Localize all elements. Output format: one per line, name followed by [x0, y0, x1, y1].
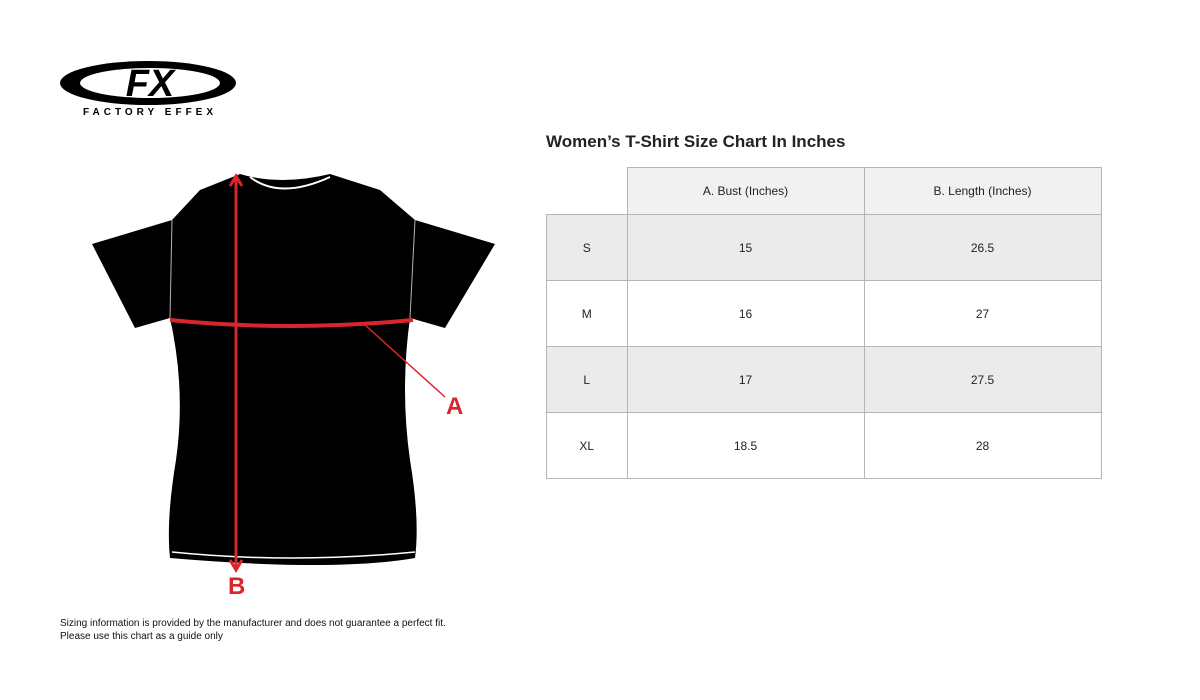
- table-row: S 15 26.5: [546, 214, 1102, 281]
- header-length: B. Length (Inches): [863, 167, 1102, 215]
- bust-cell: 15: [626, 214, 865, 281]
- length-cell: 27.5: [863, 346, 1102, 413]
- bust-measure-line: [169, 318, 414, 328]
- tshirt-diagram: A B: [92, 173, 495, 600]
- chart-title: Women’s T-Shirt Size Chart In Inches: [546, 132, 846, 151]
- bust-cell: 17: [626, 346, 865, 413]
- disclaimer: Sizing information is provided by the ma…: [60, 617, 446, 643]
- size-cell: L: [546, 346, 628, 413]
- table-row: L 17 27.5: [546, 346, 1102, 413]
- length-cell: 26.5: [863, 214, 1102, 281]
- disclaimer-line-1: Sizing information is provided by the ma…: [60, 618, 446, 629]
- header-bust: A. Bust (Inches): [626, 167, 865, 215]
- size-cell: XL: [546, 412, 628, 479]
- size-cell: S: [546, 214, 628, 281]
- bust-cell: 16: [626, 280, 865, 347]
- length-cell: 27: [863, 280, 1102, 347]
- size-cell: M: [546, 280, 628, 347]
- bust-cell: 18.5: [626, 412, 865, 479]
- label-b: B: [228, 573, 245, 600]
- tshirt-shape: [92, 174, 495, 565]
- table-row: XL 18.5 28: [546, 412, 1102, 479]
- length-cell: 28: [863, 412, 1102, 479]
- table-row: M 16 27: [546, 280, 1102, 347]
- disclaimer-line-2: Please use this chart as a guide only: [60, 631, 223, 642]
- label-a: A: [446, 393, 463, 420]
- header-blank: [546, 167, 628, 215]
- svg-text:FACTORY EFFEX: FACTORY EFFEX: [83, 107, 217, 118]
- table-header-row: A. Bust (Inches) B. Length (Inches): [546, 167, 1102, 215]
- size-table: A. Bust (Inches) B. Length (Inches) S 15…: [546, 167, 1102, 479]
- svg-text:FX: FX: [126, 63, 177, 105]
- factory-effex-logo: FX FACTORY EFFEX: [60, 61, 236, 118]
